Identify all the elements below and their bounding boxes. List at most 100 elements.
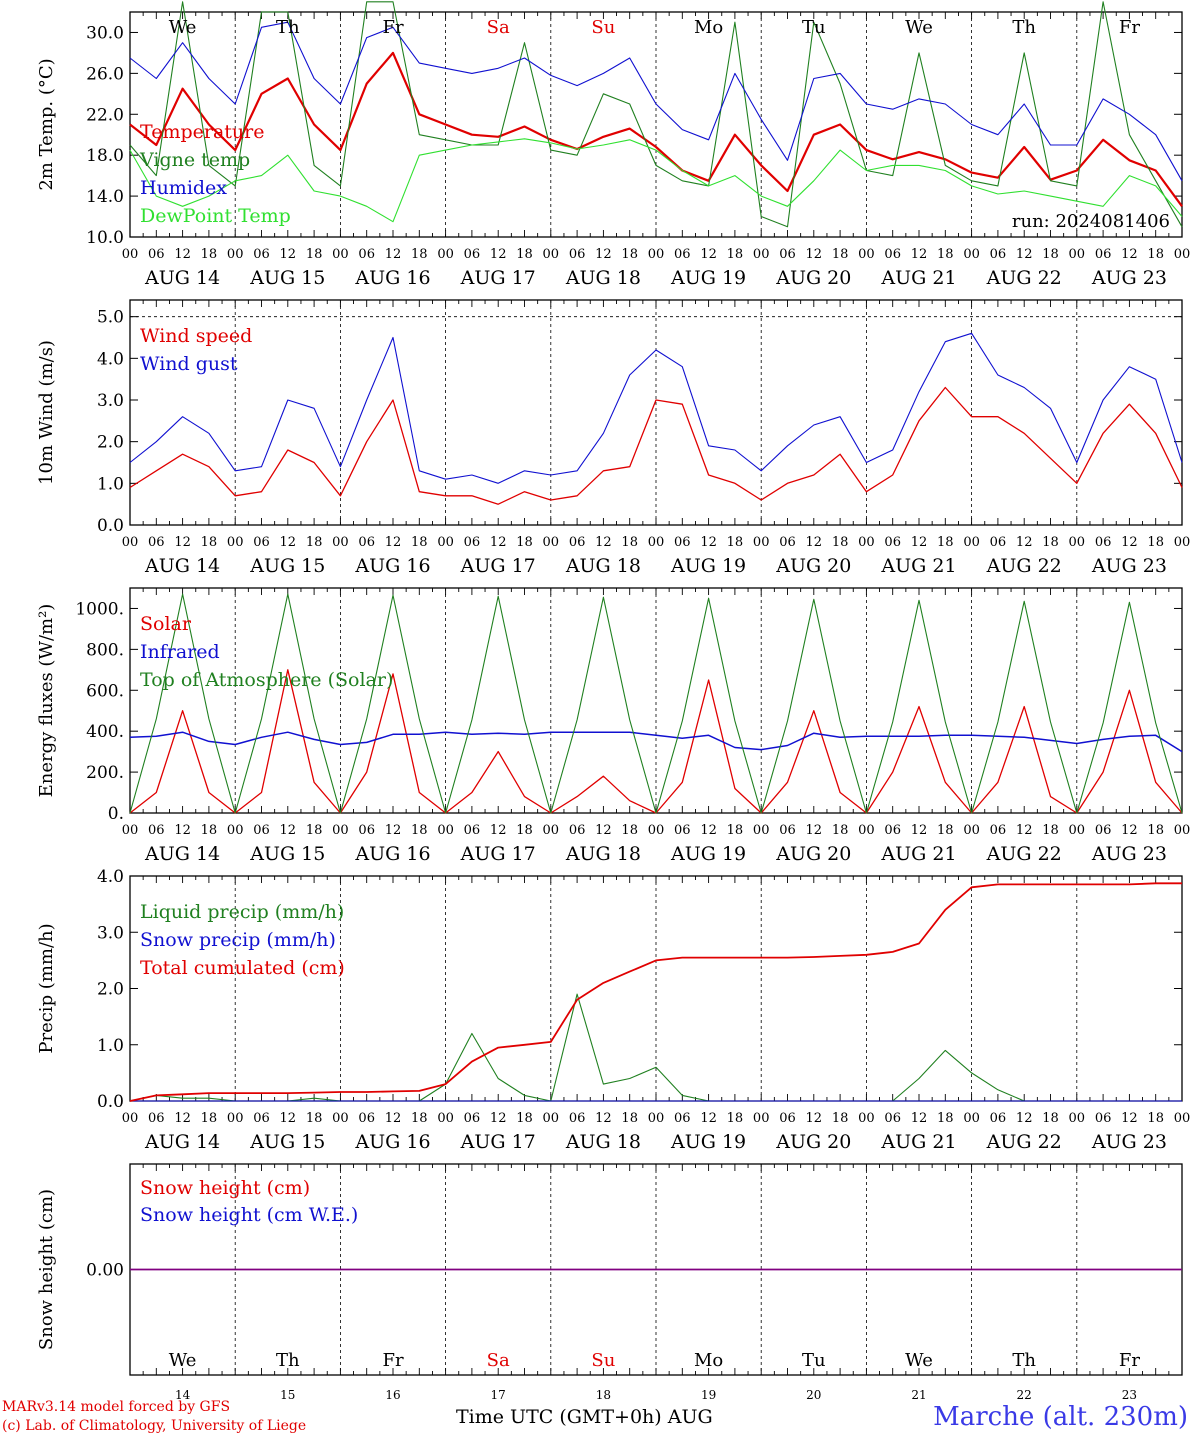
legend-entry: Vigne temp: [139, 149, 250, 171]
y-tick-label: 4.0: [97, 867, 124, 887]
hour-tick-label: 06: [464, 247, 481, 262]
hour-tick-label: 06: [569, 247, 586, 262]
weekday-label: Th: [1012, 1350, 1036, 1371]
hour-tick-label: 00: [858, 823, 875, 838]
day-number-label: 22: [1017, 1388, 1032, 1402]
series-line: [129, 332, 1183, 484]
hour-tick-label: 06: [884, 1111, 901, 1126]
weekday-label: Fr: [382, 1350, 403, 1371]
hour-tick-label: 18: [832, 247, 849, 262]
hour-tick-label: 06: [253, 535, 270, 550]
hour-tick-label: 12: [1121, 247, 1138, 262]
date-label: AUG 18: [565, 1131, 641, 1153]
hour-tick-label: 18: [621, 535, 638, 550]
hour-tick-label: 00: [122, 1111, 139, 1126]
day-number-label: 21: [911, 1388, 926, 1402]
hour-tick-label: 00: [858, 535, 875, 550]
day-number-label: 20: [806, 1388, 821, 1402]
weekday-label: Mo: [694, 17, 723, 38]
weekday-label: Fr: [1119, 17, 1140, 38]
weekday-label: Th: [276, 17, 300, 38]
hour-tick-label: 00: [648, 1111, 665, 1126]
plot-frame-wind: [129, 299, 1183, 526]
hour-tick-label: 06: [148, 1111, 165, 1126]
hour-tick-label: 00: [437, 535, 454, 550]
weekday-label: We: [905, 1350, 933, 1371]
y-tick-label: 1.0: [97, 1036, 124, 1056]
hour-tick-label: 00: [227, 247, 244, 262]
date-label: AUG 21: [880, 843, 956, 865]
y-axis-label: Energy fluxes (W/m²): [36, 604, 57, 798]
y-tick-label: 5.0: [97, 308, 124, 328]
date-label: AUG 14: [144, 843, 220, 865]
hour-tick-label: 00: [122, 247, 139, 262]
legend-entry: Infrared: [140, 641, 220, 663]
y-tick-label: 600.: [86, 681, 124, 701]
date-label: AUG 16: [354, 267, 430, 289]
hour-tick-label: 12: [806, 1111, 823, 1126]
weekday-label: Fr: [382, 17, 403, 38]
date-label: AUG 22: [986, 843, 1062, 865]
hour-tick-label: 12: [490, 823, 507, 838]
hour-tick-label: 00: [1174, 247, 1191, 262]
hour-tick-label: 18: [306, 247, 323, 262]
hour-tick-label: 06: [1095, 535, 1112, 550]
hour-tick-label: 00: [543, 1111, 560, 1126]
plot-frame-temp: [129, 11, 1183, 238]
hour-tick-label: 00: [963, 247, 980, 262]
hour-tick-label: 00: [963, 823, 980, 838]
day-number-label: 23: [1122, 1388, 1137, 1402]
series-line: [129, 593, 1183, 814]
hour-tick-label: 18: [516, 1111, 533, 1126]
date-label: AUG 19: [670, 843, 746, 865]
weekday-label: Mo: [694, 1350, 723, 1371]
legend-entry: Snow height (cm W.E.): [140, 1204, 358, 1226]
hour-tick-label: 00: [648, 535, 665, 550]
weekday-label: Su: [591, 1350, 615, 1371]
hour-tick-label: 18: [411, 535, 428, 550]
y-tick-label: 22.0: [86, 105, 124, 125]
hour-tick-label: 12: [280, 535, 297, 550]
date-label: AUG 15: [249, 843, 325, 865]
day-number-label: 19: [701, 1388, 716, 1402]
hour-tick-label: 12: [595, 823, 612, 838]
legend-entry: DewPoint Temp: [140, 205, 291, 227]
time-axis-label: Time UTC (GMT+0h) AUG: [456, 1406, 713, 1428]
hour-tick-label: 12: [911, 823, 928, 838]
legend-entry: Liquid precip (mm/h): [140, 901, 344, 923]
legend-entry: Snow precip (mm/h): [140, 929, 336, 951]
hour-tick-label: 06: [569, 1111, 586, 1126]
weekday-label: We: [169, 1350, 197, 1371]
y-tick-label: 2.0: [97, 980, 124, 1000]
hour-tick-label: 12: [385, 823, 402, 838]
hour-tick-label: 18: [1147, 823, 1164, 838]
date-label: AUG 14: [144, 267, 220, 289]
hour-tick-label: 00: [332, 823, 349, 838]
date-label: AUG 17: [460, 267, 536, 289]
weekday-label: We: [169, 17, 197, 38]
y-axis-label: Precip (mm/h): [36, 923, 57, 1053]
hour-tick-label: 06: [464, 823, 481, 838]
y-tick-label: 0.: [108, 804, 124, 824]
date-label: AUG 22: [986, 1131, 1062, 1153]
hour-tick-label: 12: [911, 535, 928, 550]
hour-tick-label: 18: [937, 1111, 954, 1126]
legend-entry: Wind speed: [140, 325, 252, 347]
series-line: [129, 138, 1183, 223]
date-label: AUG 16: [354, 1131, 430, 1153]
hour-tick-label: 06: [358, 1111, 375, 1126]
hour-tick-label: 06: [253, 247, 270, 262]
date-label: AUG 18: [565, 843, 641, 865]
hour-tick-label: 12: [1016, 247, 1033, 262]
weekday-label: Th: [1012, 17, 1036, 38]
date-label: AUG 15: [249, 1131, 325, 1153]
hour-tick-label: 18: [411, 247, 428, 262]
hour-tick-label: 12: [490, 1111, 507, 1126]
hour-tick-label: 12: [174, 247, 191, 262]
hour-tick-label: 06: [884, 823, 901, 838]
hour-tick-label: 06: [884, 247, 901, 262]
hour-tick-label: 00: [1069, 823, 1086, 838]
hour-tick-label: 06: [1095, 247, 1112, 262]
hour-tick-label: 12: [1016, 1111, 1033, 1126]
date-label: AUG 22: [986, 267, 1062, 289]
